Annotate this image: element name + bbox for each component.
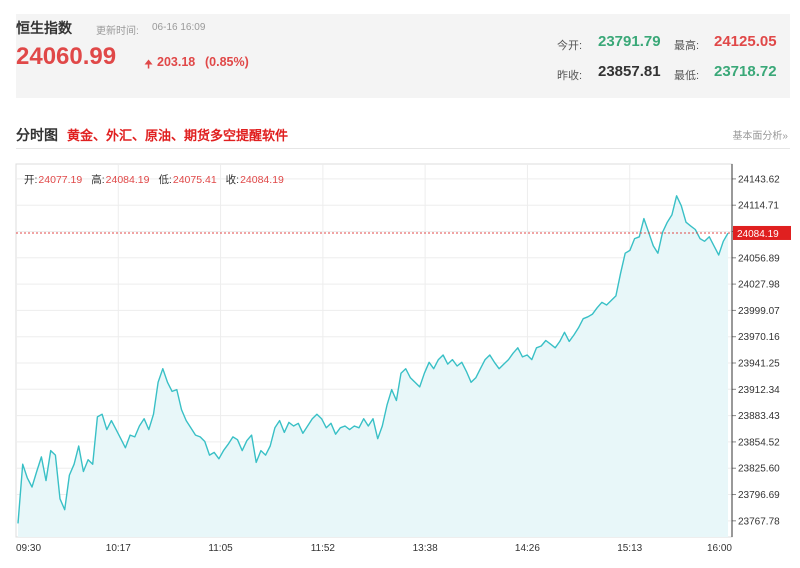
y-tick-label: 24114.71: [738, 201, 779, 212]
open-label: 今开:: [557, 40, 583, 52]
y-tick-label: 23883.43: [738, 411, 780, 422]
prev-close-value: 23857.81: [598, 63, 661, 80]
x-tick-label: 09:30: [16, 543, 41, 554]
prev-close-label: 昨收:: [557, 70, 583, 82]
price-change-percent: (0.85%): [205, 55, 249, 69]
y-tick-label: 23854.52: [738, 437, 780, 448]
price-change: 203.18: [157, 55, 196, 69]
current-price: 24060.99: [16, 43, 117, 70]
y-tick-label: 23912.34: [738, 385, 780, 396]
ohlc-close-label: 收:: [226, 173, 239, 186]
price-line: [17, 195, 729, 524]
y-tick-label: 24027.98: [738, 280, 780, 291]
y-tick-label: 23796.69: [738, 490, 780, 501]
price-area-fill: [18, 195, 728, 538]
ohlc-low-label: 低:: [158, 173, 171, 186]
ohlc-low-value: 24075.41: [173, 174, 217, 186]
open-value: 23791.79: [598, 33, 661, 50]
y-tick-label: 23767.78: [738, 516, 780, 527]
ohlc-close-value: 24084.19: [240, 174, 284, 186]
y-tick-label: 23825.60: [738, 464, 780, 475]
x-tick-label: 11:05: [208, 543, 233, 554]
y-tick-label: 23999.07: [738, 306, 780, 317]
index-title: 恒生指数: [16, 20, 72, 36]
x-tick-label: 16:00: [707, 543, 732, 554]
x-tick-label: 10:17: [106, 543, 131, 554]
last-price-marker: [733, 225, 791, 240]
index-header: [16, 14, 790, 98]
fundamental-analysis-link[interactable]: 基本面分析»: [732, 131, 788, 142]
up-arrow-icon: 🠉: [144, 59, 154, 71]
ohlc-open-value: 24077.19: [38, 174, 82, 186]
low-label: 最低:: [674, 70, 700, 82]
x-tick-label: 13:38: [413, 543, 438, 554]
low-value: 23718.72: [714, 63, 777, 80]
last-price-label: 24084.19: [737, 229, 779, 240]
ohlc-high-label: 高:: [91, 173, 104, 186]
x-tick-label: 14:26: [515, 543, 540, 554]
update-time-label: 更新时间:: [96, 26, 139, 37]
high-value: 24125.05: [714, 33, 777, 50]
section-title: 分时图: [16, 127, 58, 143]
high-label: 最高:: [674, 40, 700, 52]
y-tick-label: 24143.62: [738, 174, 780, 185]
y-tick-label: 23970.16: [738, 332, 780, 343]
promo-link[interactable]: 黄金、外汇、原油、期货多空提醒软件: [67, 128, 289, 143]
y-tick-label: 24056.89: [738, 253, 780, 264]
section-divider: [16, 148, 790, 149]
ohlc-high-value: 24084.19: [106, 174, 150, 186]
update-time-value: 06-16 16:09: [152, 22, 206, 33]
x-tick-label: 11:52: [311, 543, 336, 554]
y-tick-label: 23941.25: [738, 359, 780, 370]
ohlc-open-label: 开:: [24, 174, 37, 186]
x-tick-label: 15:13: [617, 543, 642, 554]
